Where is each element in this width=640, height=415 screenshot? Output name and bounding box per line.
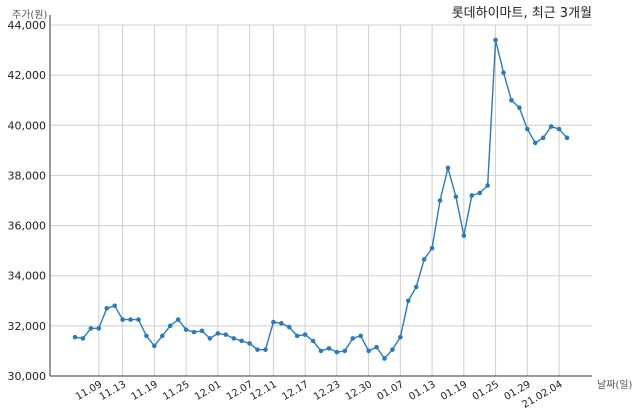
data-point <box>191 329 197 335</box>
y-tick-label: 38,000 <box>8 169 47 182</box>
data-point <box>199 328 205 334</box>
data-point <box>461 233 467 238</box>
x-tick-label: 12.23 <box>312 379 342 403</box>
data-point <box>255 347 260 352</box>
data-point <box>326 346 332 351</box>
data-point <box>159 333 165 339</box>
data-point <box>382 356 387 361</box>
data-point <box>136 317 141 322</box>
data-point <box>271 319 276 325</box>
data-point <box>564 135 570 141</box>
x-tick-label: 11.19 <box>130 379 160 403</box>
data-point <box>263 347 268 352</box>
data-point <box>540 135 546 141</box>
x-tick-label: 01.19 <box>439 379 469 403</box>
data-point <box>112 303 117 309</box>
data-point <box>390 347 395 352</box>
x-axis-label: 날짜(일) <box>597 379 633 391</box>
data-point <box>525 126 530 132</box>
data-point <box>223 332 229 337</box>
data-point <box>183 327 189 332</box>
data-point <box>334 349 340 355</box>
data-point <box>302 332 308 337</box>
data-point <box>72 334 78 340</box>
data-point <box>421 257 427 262</box>
data-point <box>469 193 475 198</box>
y-tick-label: 32,000 <box>8 320 47 333</box>
chart-title: 롯데하이마트, 최근 3개월 <box>452 6 592 21</box>
data-point <box>120 317 125 322</box>
data-point <box>152 343 157 349</box>
data-point <box>350 336 356 341</box>
data-point <box>294 333 300 339</box>
data-point <box>167 323 173 329</box>
data-point <box>104 306 110 311</box>
data-point <box>318 348 324 354</box>
data-point <box>96 326 102 331</box>
data-point <box>231 336 237 341</box>
data-point <box>398 334 403 340</box>
x-tick-label: 11.13 <box>98 379 128 403</box>
data-point <box>532 140 538 146</box>
data-point <box>286 324 292 330</box>
x-tick-label: 12.01 <box>193 379 223 403</box>
data-point <box>374 344 379 350</box>
data-point <box>358 333 363 339</box>
y-tick-label: 42,000 <box>8 69 47 82</box>
x-tick-label: 01.13 <box>407 379 437 403</box>
data-point <box>279 321 284 326</box>
data-point <box>144 333 149 339</box>
y-tick-label: 36,000 <box>8 220 47 233</box>
data-point <box>548 124 554 129</box>
y-tick-label: 30,000 <box>8 370 47 383</box>
data-point <box>175 317 181 322</box>
y-tick-label: 40,000 <box>8 119 47 132</box>
y-tick-label: 34,000 <box>8 270 47 283</box>
data-point <box>80 336 86 341</box>
y-tick-label: 44,000 <box>8 19 47 32</box>
data-point <box>509 97 514 103</box>
data-point <box>310 338 316 344</box>
data-point <box>342 348 348 354</box>
x-tick-label: 12.17 <box>280 379 310 403</box>
x-tick-label: 12.11 <box>249 379 279 403</box>
y-axis-label: 주가(원) <box>12 9 48 21</box>
y-tick-labels: 30,000 32,000 34,000 36,000 38,000 40,000 42,0… <box>8 19 47 383</box>
data-point <box>517 105 522 111</box>
x-tick-label: 11.25 <box>161 379 191 403</box>
data-point <box>437 198 443 203</box>
data-point <box>413 284 419 290</box>
x-tick-label: 12.07 <box>225 379 255 403</box>
x-tick-label: 01.07 <box>376 379 406 403</box>
data-point <box>477 190 483 196</box>
data-point <box>501 70 506 75</box>
data-point <box>556 126 562 132</box>
data-point <box>445 165 451 171</box>
data-point <box>485 183 490 188</box>
data-point <box>239 338 244 344</box>
data-point <box>215 331 221 336</box>
x-tick-label: 01.25 <box>471 379 501 403</box>
data-point <box>366 348 371 354</box>
data-point <box>88 326 94 331</box>
x-tick-label: 11.09 <box>74 379 104 403</box>
price-points <box>72 37 570 361</box>
x-tick-label: 12.30 <box>344 379 374 403</box>
grid-lines <box>50 24 592 377</box>
price-line <box>74 39 568 360</box>
data-point <box>493 37 498 43</box>
axes <box>49 15 592 377</box>
data-point <box>128 317 133 322</box>
data-point <box>453 194 459 200</box>
data-point <box>429 245 435 251</box>
data-point <box>207 336 213 341</box>
data-point <box>247 341 252 346</box>
data-point <box>405 298 411 304</box>
